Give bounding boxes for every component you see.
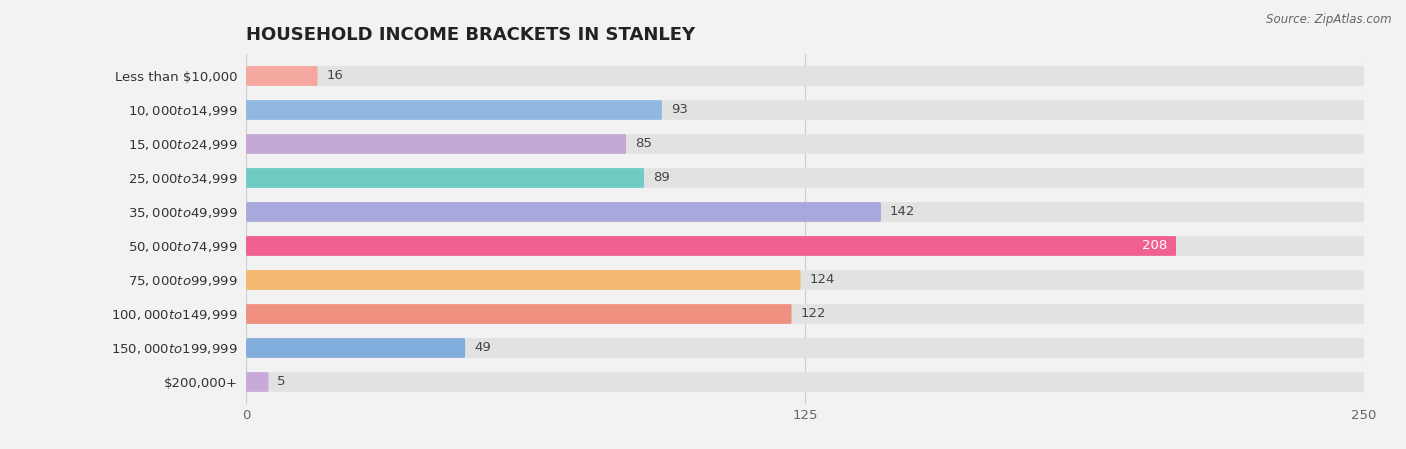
FancyBboxPatch shape [246,134,1364,154]
FancyBboxPatch shape [246,338,465,358]
Text: 16: 16 [326,70,343,83]
Text: HOUSEHOLD INCOME BRACKETS IN STANLEY: HOUSEHOLD INCOME BRACKETS IN STANLEY [246,26,695,44]
FancyBboxPatch shape [246,304,792,324]
FancyBboxPatch shape [246,66,318,86]
FancyBboxPatch shape [246,372,1364,392]
FancyBboxPatch shape [246,270,1364,290]
FancyBboxPatch shape [246,100,662,120]
FancyBboxPatch shape [246,270,800,290]
Text: 49: 49 [474,342,491,355]
FancyBboxPatch shape [246,168,1364,188]
FancyBboxPatch shape [246,304,1364,324]
FancyBboxPatch shape [246,134,626,154]
Text: 93: 93 [671,103,688,116]
FancyBboxPatch shape [246,66,1364,86]
FancyBboxPatch shape [246,236,1175,256]
FancyBboxPatch shape [246,168,644,188]
Text: 85: 85 [636,137,652,150]
Text: 89: 89 [652,172,669,185]
Text: 124: 124 [810,273,835,286]
Text: 5: 5 [277,375,285,388]
FancyBboxPatch shape [246,202,882,222]
Text: 208: 208 [1142,239,1167,252]
Text: Source: ZipAtlas.com: Source: ZipAtlas.com [1267,13,1392,26]
Text: 122: 122 [800,308,825,321]
FancyBboxPatch shape [246,100,1364,120]
FancyBboxPatch shape [246,372,269,392]
FancyBboxPatch shape [246,202,1364,222]
Text: 142: 142 [890,206,915,219]
FancyBboxPatch shape [246,236,1364,256]
FancyBboxPatch shape [246,338,1364,358]
